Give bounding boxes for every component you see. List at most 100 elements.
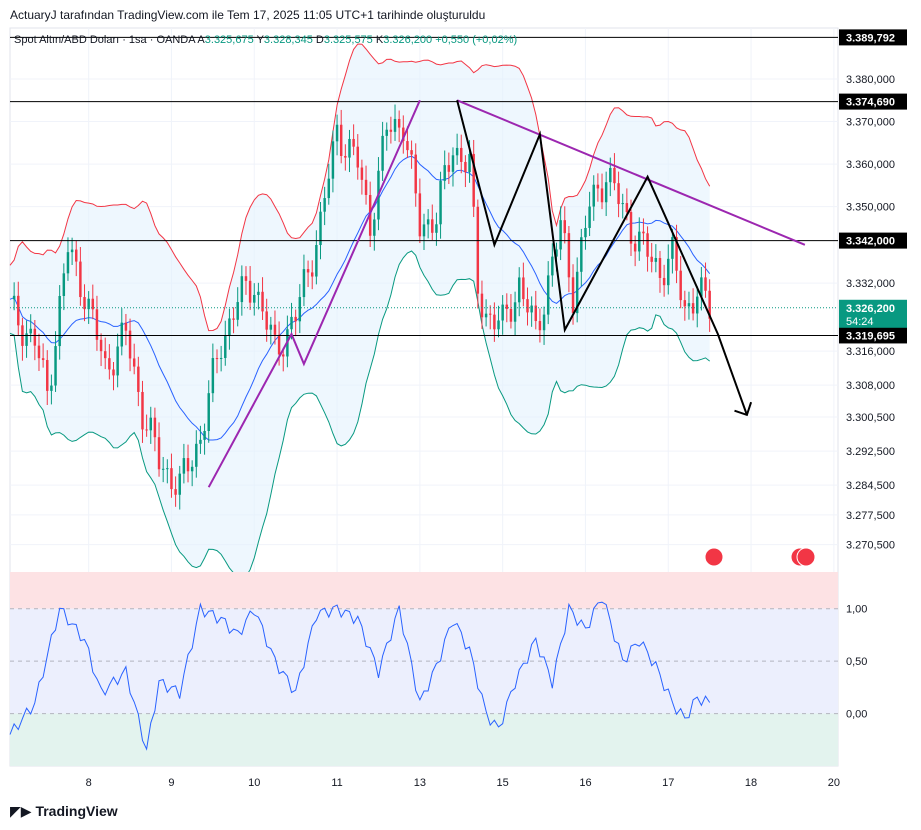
- candle-body: [215, 358, 219, 360]
- time-tick-label: 13: [414, 777, 426, 789]
- candle-body: [534, 305, 538, 322]
- price-tick-label: 3.308,000: [846, 380, 895, 392]
- candle-body: [650, 256, 653, 262]
- time-tick-label: 11: [331, 777, 342, 789]
- candle-body: [584, 227, 587, 238]
- candle-body: [66, 252, 70, 274]
- us-event-flag-icon: [796, 547, 816, 567]
- level-price-tag-label: 3.319,695: [846, 330, 895, 342]
- candle-body: [513, 302, 517, 322]
- price-tick-label: 3.292,500: [846, 446, 895, 458]
- candle-body: [132, 358, 136, 367]
- candle-body: [12, 295, 16, 300]
- candle-body: [157, 437, 161, 470]
- candle-body: [257, 291, 260, 295]
- candle-body: [75, 249, 78, 262]
- candle-body: [46, 360, 49, 391]
- price-tick-label: 3.300,500: [846, 412, 895, 424]
- candle-body: [33, 328, 37, 346]
- candle-body: [426, 219, 430, 225]
- low-label: D: [315, 34, 324, 46]
- candle-body: [431, 219, 434, 233]
- candle-body: [240, 276, 244, 303]
- candle-body: [646, 233, 649, 257]
- candle-body: [397, 118, 401, 128]
- candle-body: [406, 141, 409, 151]
- candle-body: [253, 294, 256, 303]
- candle-body: [228, 318, 231, 336]
- candle-body: [679, 270, 682, 301]
- candle-body: [360, 167, 364, 180]
- candle-body: [190, 466, 194, 472]
- time-tick-label: 17: [662, 777, 674, 789]
- candle-body: [625, 203, 629, 213]
- candle-body: [282, 354, 285, 357]
- high-value: 3.328,345: [263, 34, 313, 46]
- candle-body: [302, 269, 306, 298]
- open-label: A: [197, 34, 205, 46]
- candle-body: [455, 147, 459, 156]
- candle-body: [489, 313, 492, 315]
- candle-body: [103, 351, 107, 359]
- candle-body: [393, 118, 397, 132]
- candle-body: [269, 324, 273, 330]
- symbol-name[interactable]: Spot Altın/ABD Doları · 1sa · OANDA: [14, 34, 195, 46]
- candle-body: [704, 277, 707, 291]
- candle-body: [95, 309, 99, 340]
- chart-caption: ActuaryJ tarafından TradingView.com ile …: [10, 8, 486, 22]
- candle-body: [344, 155, 347, 158]
- candle-body: [153, 417, 157, 438]
- price-tick-label: 3.332,000: [846, 278, 895, 290]
- candle-body: [609, 167, 612, 183]
- candle-body: [244, 276, 248, 281]
- candle-body: [319, 211, 322, 246]
- candle-body: [696, 296, 699, 314]
- candle-body: [112, 369, 115, 376]
- low-value: 3.325,575: [323, 34, 373, 46]
- candle-body: [54, 346, 57, 386]
- candle-body: [559, 220, 562, 250]
- candle-body: [675, 237, 678, 271]
- candle-body: [195, 443, 198, 467]
- level-price-tag: [839, 327, 907, 344]
- tradingview-logo[interactable]: ◤▶ TradingView: [10, 803, 118, 820]
- candle-body: [381, 135, 384, 171]
- purple-impulse-line: [207, 99, 421, 488]
- candle-body: [116, 346, 119, 376]
- candle-body: [443, 165, 446, 181]
- candle-body: [128, 330, 132, 359]
- candle-body: [339, 124, 343, 156]
- candle-body: [700, 277, 703, 297]
- candle-body: [79, 261, 82, 298]
- candle-body: [497, 320, 500, 330]
- candle-body: [658, 258, 662, 278]
- candle-body: [683, 300, 687, 307]
- candle-body: [580, 237, 583, 272]
- candle-body: [91, 298, 95, 310]
- candle-body: [99, 339, 103, 352]
- candle-body: [315, 245, 318, 277]
- close-value: 3.326,200: [383, 34, 433, 46]
- candle-body: [290, 316, 293, 330]
- candle-body: [277, 334, 281, 355]
- candle-body: [567, 233, 571, 278]
- price-tick-label: 3.380,000: [846, 74, 895, 86]
- open-value: 3.325,675: [204, 34, 254, 46]
- candle-body: [261, 291, 264, 312]
- candle-body: [356, 146, 359, 168]
- candle-body: [161, 468, 165, 470]
- candle-body: [310, 272, 314, 277]
- candle-body: [137, 366, 140, 392]
- time-tick-label: 16: [579, 777, 591, 789]
- candle-body: [37, 345, 41, 359]
- candle-body: [273, 324, 277, 335]
- candle-body: [236, 302, 239, 320]
- candle-body: [571, 277, 575, 314]
- candle-body: [604, 182, 608, 203]
- candle-body: [472, 153, 475, 207]
- candle-body: [638, 231, 641, 252]
- candle-body: [352, 138, 355, 147]
- tradingview-brand-text: TradingView: [35, 803, 118, 819]
- symbol-legend: Spot Altın/ABD Doları · 1sa · OANDA A3.3…: [14, 34, 517, 46]
- candle-body: [166, 468, 169, 470]
